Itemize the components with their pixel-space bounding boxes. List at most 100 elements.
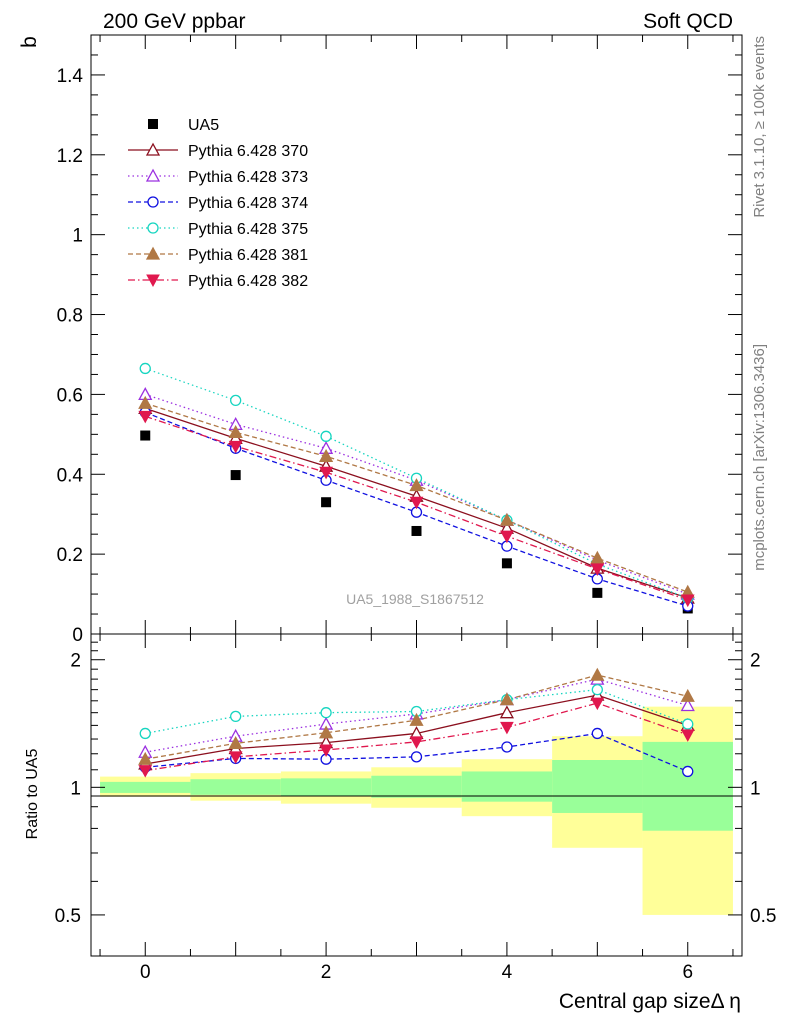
ratio-data-point xyxy=(682,718,694,730)
legend-label: Pythia 6.428 373 xyxy=(188,169,308,186)
legend-entry: Pythia 6.428 375 xyxy=(128,221,308,238)
rivet-version-note: Rivet 3.1.10, ≥ 100k events xyxy=(751,36,768,218)
legend-entry: Pythia 6.428 382 xyxy=(128,273,308,290)
data-point xyxy=(318,448,334,462)
data-point xyxy=(319,466,333,480)
ratio-data-point xyxy=(319,744,333,758)
ratio-y-tick-label: 0.5 xyxy=(55,906,81,927)
data-point xyxy=(139,362,151,375)
ratio-panel: 0.5 0.5 1 1 2 2 0 2 4 6 Ratio to UA5 Central gap … xyxy=(24,633,776,1013)
x-tick-label: 4 xyxy=(502,962,513,983)
x-axis-label: Central gap sizeΔ η xyxy=(559,990,741,1013)
legend-label: Pythia 6.428 382 xyxy=(188,273,308,290)
data-point xyxy=(228,440,243,454)
ratio-y-tick-label-right: 0.5 xyxy=(750,906,776,927)
ratio-data-point xyxy=(590,667,605,681)
y-tick-label: 0 xyxy=(72,625,83,646)
ratio-data-point xyxy=(139,727,151,740)
ratio-y-tick-label: 2 xyxy=(70,651,81,672)
header-right-label: Soft QCD xyxy=(643,10,733,33)
y-tick-label: 0.2 xyxy=(57,545,83,566)
y-tick-label: 1 xyxy=(72,226,83,247)
data-point xyxy=(499,512,515,526)
legend-entry: Pythia 6.428 381 xyxy=(128,246,308,264)
ratio-data-point xyxy=(500,721,514,735)
ratio-data-point xyxy=(499,692,515,706)
ratio-data-point xyxy=(228,751,243,764)
data-point xyxy=(590,550,605,564)
legend-label: Pythia 6.428 370 xyxy=(188,143,308,160)
main-panel: 0 0.2 0.4 0.6 0.8 1 1.2 1.4 UA5 Pythia 6.428 370… xyxy=(18,34,743,646)
ratio-data-point xyxy=(320,707,332,719)
ratio-data-point xyxy=(682,765,694,778)
mcplots-citation-note: mcplots.cern.ch [arXiv:1306.3436] xyxy=(751,344,768,571)
ratio-y-tick-label-right: 2 xyxy=(750,651,761,672)
data-point xyxy=(138,410,153,424)
ratio-data-point xyxy=(138,765,153,778)
legend-marker-sample xyxy=(147,196,159,208)
ratio-y-tick-label: 1 xyxy=(70,778,81,799)
x-tick-label: 6 xyxy=(682,962,693,983)
ratio-frame xyxy=(90,633,743,957)
y-tick-label: 0.6 xyxy=(57,385,83,406)
data-point xyxy=(501,558,512,569)
data-point xyxy=(228,424,243,438)
ratio-y-tick-label-right: 1 xyxy=(750,778,761,799)
ratio-band-green xyxy=(100,781,191,793)
ratio-data-point xyxy=(501,741,513,753)
data-point xyxy=(592,587,603,598)
y-tick-label: 1.2 xyxy=(57,146,83,167)
ratio-data-point xyxy=(680,729,695,742)
legend-entry: Pythia 6.428 373 xyxy=(128,168,308,186)
ratio-data-point xyxy=(228,735,243,749)
ratio-data-point xyxy=(590,697,605,711)
data-point xyxy=(411,525,422,536)
ratio-band-green xyxy=(371,775,462,798)
ratio-data-point xyxy=(680,698,695,712)
ratio-data-point xyxy=(409,712,424,726)
data-point xyxy=(409,496,424,510)
data-point xyxy=(409,478,424,492)
x-tick-label: 2 xyxy=(321,962,332,983)
legend-label: Pythia 6.428 374 xyxy=(188,195,308,212)
data-point xyxy=(230,394,242,407)
data-point xyxy=(138,395,153,409)
watermark-label: UA5_1988_S1867512 xyxy=(346,591,484,607)
y-tick-label: 0.4 xyxy=(57,465,84,486)
legend-marker-sample xyxy=(145,142,161,156)
ratio-ticks: 0.5 0.5 1 1 2 2 0 2 4 6 xyxy=(55,633,776,983)
main-series-markers xyxy=(138,362,695,614)
ratio-data-point xyxy=(410,751,423,763)
data-point xyxy=(680,594,695,608)
legend-entry: Pythia 6.428 374 xyxy=(128,195,308,212)
ratio-band-green xyxy=(642,741,733,831)
legend-entry: UA5 xyxy=(148,117,219,134)
ratio-band-green xyxy=(190,779,281,795)
ratio-data-point xyxy=(591,683,603,696)
ratio-data-point xyxy=(230,710,242,723)
legend-label: UA5 xyxy=(188,117,219,134)
data-point xyxy=(230,470,241,481)
y-tick-label: 1.4 xyxy=(57,66,84,87)
x-tick-label: 0 xyxy=(140,962,151,983)
ratio-band-green xyxy=(552,760,643,813)
y-tick-label: 0.8 xyxy=(57,306,83,327)
header-left-label: 200 GeV ppbar xyxy=(103,10,245,33)
data-point xyxy=(320,430,332,442)
legend-marker-sample xyxy=(146,274,160,288)
data-point xyxy=(500,530,514,544)
ratio-uncertainty-bands xyxy=(100,706,733,915)
legend: UA5 Pythia 6.428 370 Pythia 6.428 373 Pythi… xyxy=(128,117,308,290)
ratio-data-point xyxy=(318,725,334,739)
ratio-y-axis-label: Ratio to UA5 xyxy=(24,749,41,840)
main-y-axis-label: b xyxy=(18,36,41,48)
ratio-data-point xyxy=(138,751,153,765)
data-point xyxy=(321,497,332,508)
ratio-data-point xyxy=(409,736,424,749)
legend-label: Pythia 6.428 381 xyxy=(188,247,308,264)
legend-marker-sample xyxy=(145,246,161,260)
data-point xyxy=(140,430,151,441)
ratio-band-green xyxy=(461,771,553,802)
main-ticks: 0 0.2 0.4 0.6 0.8 1 1.2 1.4 xyxy=(57,34,742,646)
